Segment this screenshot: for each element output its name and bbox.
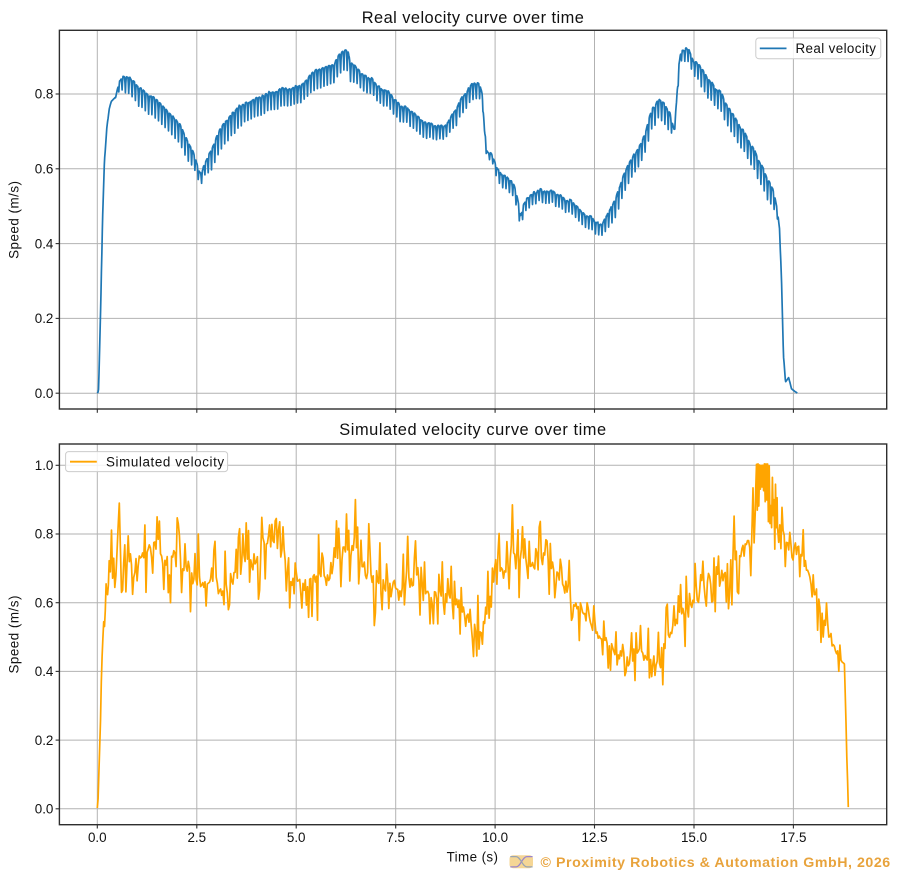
svg-text:0.6: 0.6 xyxy=(35,595,54,610)
svg-text:1.0: 1.0 xyxy=(35,458,54,473)
svg-text:Real velocity curve over time: Real velocity curve over time xyxy=(362,9,585,27)
svg-text:Speed (m/s): Speed (m/s) xyxy=(7,180,22,258)
svg-text:15.0: 15.0 xyxy=(681,830,707,845)
svg-text:0.4: 0.4 xyxy=(35,664,54,679)
svg-text:10.0: 10.0 xyxy=(482,830,508,845)
svg-text:0.8: 0.8 xyxy=(35,527,54,542)
svg-text:Time (s): Time (s) xyxy=(447,850,499,865)
svg-text:© Proximity Robotics & Automat: © Proximity Robotics & Automation GmbH, … xyxy=(541,855,891,871)
svg-text:17.5: 17.5 xyxy=(780,830,806,845)
svg-text:0.8: 0.8 xyxy=(35,87,54,102)
svg-text:7.5: 7.5 xyxy=(386,830,405,845)
svg-text:Speed (m/s): Speed (m/s) xyxy=(7,595,22,673)
svg-text:0.2: 0.2 xyxy=(35,733,54,748)
svg-text:Real velocity: Real velocity xyxy=(796,41,877,56)
svg-text:Simulated velocity curve over: Simulated velocity curve over time xyxy=(339,421,606,439)
svg-text:0.2: 0.2 xyxy=(35,311,54,326)
svg-text:0.6: 0.6 xyxy=(35,162,54,177)
svg-text:5.0: 5.0 xyxy=(287,830,306,845)
svg-text:0.0: 0.0 xyxy=(88,830,107,845)
svg-text:2.5: 2.5 xyxy=(187,830,206,845)
svg-text:0.4: 0.4 xyxy=(35,236,54,251)
svg-text:0.0: 0.0 xyxy=(35,386,54,401)
svg-text:Simulated velocity: Simulated velocity xyxy=(106,454,225,469)
svg-text:0.0: 0.0 xyxy=(35,802,54,817)
svg-text:12.5: 12.5 xyxy=(581,830,607,845)
